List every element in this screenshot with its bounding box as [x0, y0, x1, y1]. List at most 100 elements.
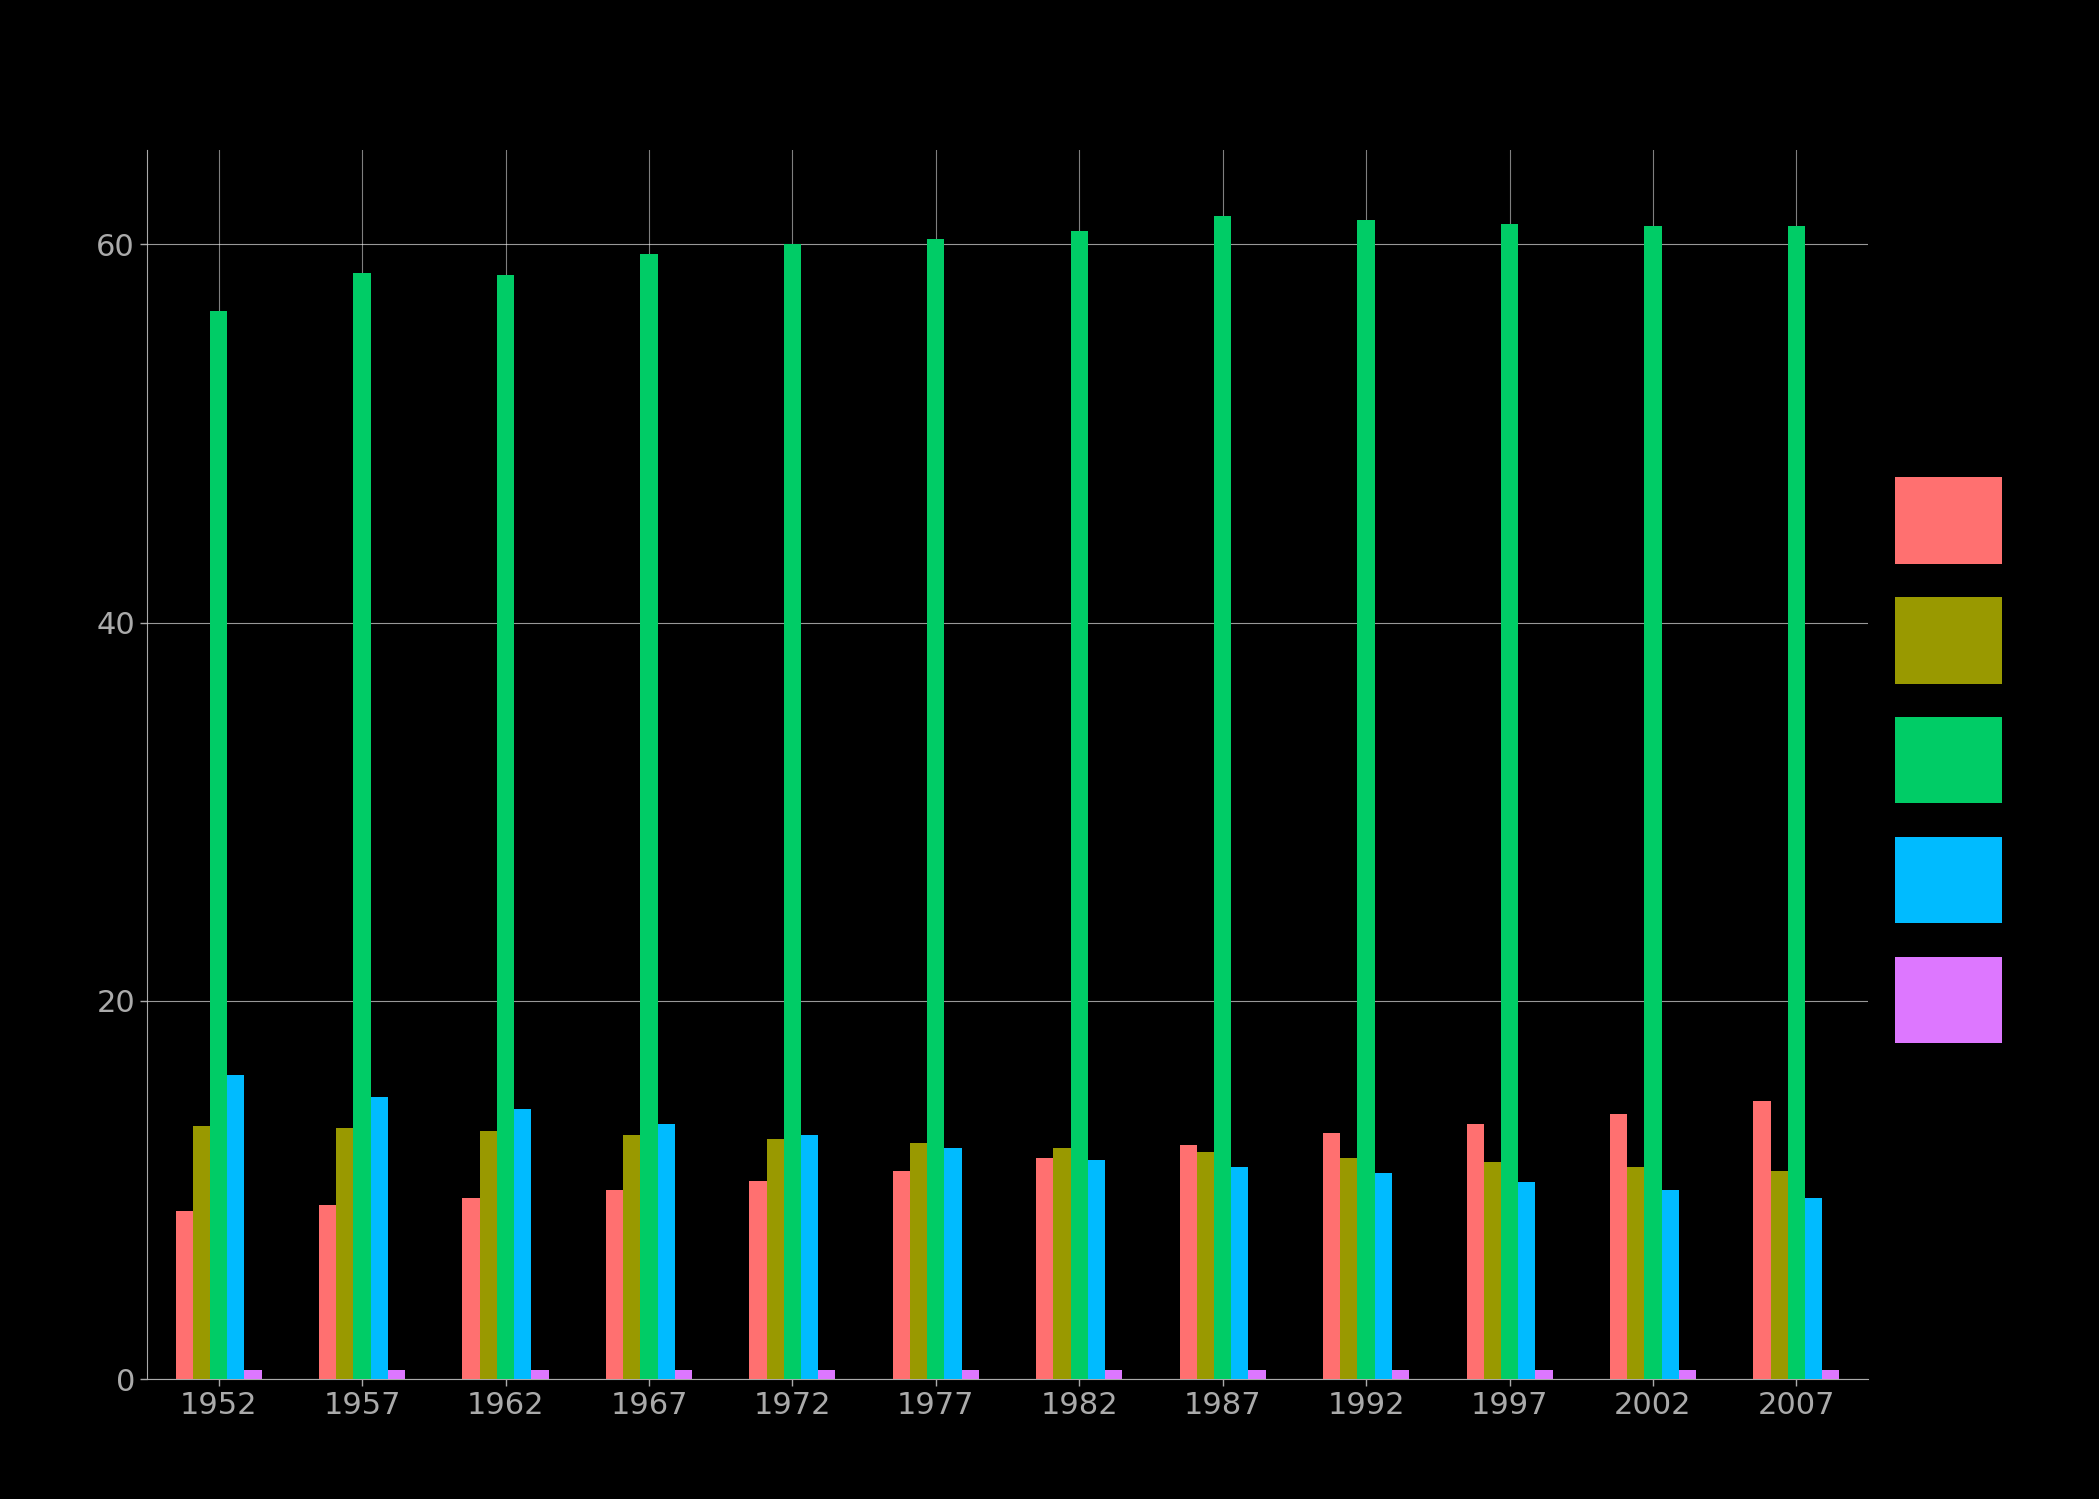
Bar	[1037, 1157, 1054, 1379]
Bar	[319, 1205, 336, 1379]
Bar	[1805, 1198, 1822, 1379]
Bar	[1213, 216, 1232, 1379]
Bar	[961, 1370, 978, 1379]
Bar	[372, 1097, 388, 1379]
Bar	[657, 1124, 674, 1379]
Bar	[193, 1126, 210, 1379]
Bar	[928, 238, 945, 1379]
Bar	[336, 1127, 353, 1379]
Bar	[802, 1135, 819, 1379]
Bar	[1180, 1145, 1196, 1379]
Bar	[640, 253, 657, 1379]
Bar	[1627, 1168, 1644, 1379]
Bar	[1375, 1172, 1392, 1379]
Bar	[176, 1211, 193, 1379]
FancyBboxPatch shape	[1895, 956, 2002, 1043]
Bar	[497, 274, 514, 1379]
Bar	[1322, 1133, 1341, 1379]
FancyBboxPatch shape	[1895, 717, 2002, 803]
Bar	[227, 1075, 243, 1379]
Bar	[1037, 1157, 1054, 1379]
Bar	[911, 1142, 928, 1379]
Bar	[1822, 1370, 1839, 1379]
Bar	[892, 1171, 911, 1379]
Bar	[481, 1132, 497, 1379]
Bar	[1358, 220, 1375, 1379]
Bar	[1054, 1148, 1070, 1379]
Bar	[210, 310, 227, 1379]
Bar	[640, 253, 657, 1379]
Bar	[1772, 1171, 1788, 1379]
Bar	[319, 1205, 336, 1379]
Bar	[210, 310, 227, 1379]
Bar	[193, 1126, 210, 1379]
Bar	[1788, 225, 1805, 1379]
Bar	[1375, 1172, 1392, 1379]
Bar	[243, 1370, 262, 1379]
FancyBboxPatch shape	[1895, 836, 2002, 923]
Bar	[928, 238, 945, 1379]
Bar	[514, 1109, 531, 1379]
Bar	[1467, 1124, 1484, 1379]
Bar	[462, 1198, 481, 1379]
Bar	[1679, 1370, 1696, 1379]
Bar	[1753, 1102, 1772, 1379]
Bar	[336, 1127, 353, 1379]
Bar	[1341, 1157, 1358, 1379]
Bar	[802, 1135, 819, 1379]
Bar	[1392, 1370, 1408, 1379]
Bar	[945, 1148, 961, 1379]
Bar	[1534, 1370, 1553, 1379]
Bar	[481, 1132, 497, 1379]
Bar	[1213, 216, 1232, 1379]
Bar	[531, 1370, 548, 1379]
Bar	[623, 1135, 640, 1379]
Bar	[1104, 1370, 1123, 1379]
Bar	[1196, 1153, 1213, 1379]
Bar	[1644, 225, 1662, 1379]
Bar	[1772, 1171, 1788, 1379]
Bar	[1358, 220, 1375, 1379]
Bar	[514, 1109, 531, 1379]
Bar	[674, 1370, 693, 1379]
Bar	[1087, 1160, 1104, 1379]
Bar	[1822, 1370, 1839, 1379]
Bar	[227, 1075, 243, 1379]
Bar	[1180, 1145, 1196, 1379]
Bar	[243, 1370, 262, 1379]
Bar	[1662, 1190, 1679, 1379]
Bar	[1610, 1114, 1627, 1379]
Bar	[1087, 1160, 1104, 1379]
Bar	[1249, 1370, 1266, 1379]
Bar	[945, 1148, 961, 1379]
Bar	[1788, 225, 1805, 1379]
Bar	[1467, 1124, 1484, 1379]
Bar	[1070, 231, 1087, 1379]
Bar	[1341, 1157, 1358, 1379]
Bar	[766, 1139, 783, 1379]
Bar	[1534, 1370, 1553, 1379]
Bar	[497, 274, 514, 1379]
Bar	[462, 1198, 481, 1379]
Bar	[1662, 1190, 1679, 1379]
Bar	[531, 1370, 548, 1379]
Bar	[657, 1124, 674, 1379]
Bar	[1753, 1102, 1772, 1379]
Bar	[1805, 1198, 1822, 1379]
Bar	[1518, 1183, 1534, 1379]
Bar	[1070, 231, 1087, 1379]
Bar	[176, 1211, 193, 1379]
Bar	[1392, 1370, 1408, 1379]
Bar	[892, 1171, 911, 1379]
Bar	[353, 273, 372, 1379]
Bar	[1249, 1370, 1266, 1379]
Bar	[819, 1370, 835, 1379]
Bar	[353, 273, 372, 1379]
Bar	[961, 1370, 978, 1379]
Bar	[1679, 1370, 1696, 1379]
Bar	[749, 1181, 766, 1379]
Bar	[388, 1370, 405, 1379]
Bar	[1518, 1183, 1534, 1379]
Bar	[1627, 1168, 1644, 1379]
Bar	[388, 1370, 405, 1379]
